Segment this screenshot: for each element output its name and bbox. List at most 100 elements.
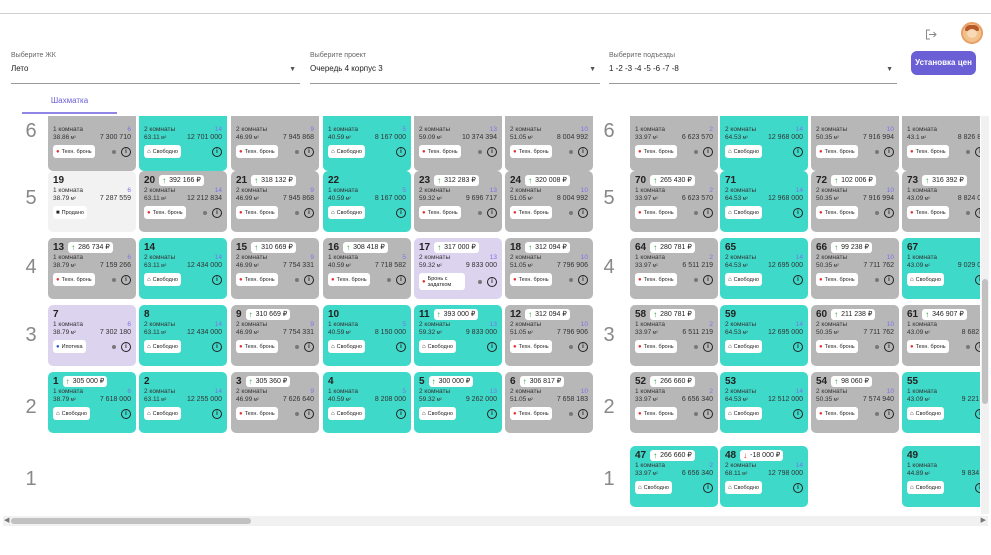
- info-icon[interactable]: i: [793, 341, 803, 352]
- info-icon[interactable]: i: [703, 408, 713, 419]
- info-icon[interactable]: i: [304, 408, 314, 419]
- apartment-card[interactable]: 1 комната143.1 м² 8 826 85 ●Техн. бронь i: [902, 116, 980, 171]
- status-badge[interactable]: ⌂ Свободно: [725, 273, 762, 286]
- info-icon[interactable]: i: [396, 408, 406, 419]
- status-badge[interactable]: ● Техн. бронь: [510, 273, 552, 286]
- apartment-card[interactable]: 2 комнаты 10 50.35 м² 7 916 994 ● Техн. бронь…: [811, 116, 899, 171]
- info-icon[interactable]: i: [487, 341, 497, 352]
- status-badge[interactable]: ⌂ Свободно: [144, 145, 181, 158]
- apartment-card[interactable]: 9 ↑ 310 669 ₽2 комнаты 9 46.99 м² 7 754 331 ● Т…: [231, 305, 319, 366]
- apartment-card[interactable]: 2 комнаты 14 64.53 м² 12 968 000 ⌂ Свободно i: [720, 116, 808, 171]
- status-badge[interactable]: ● Техн. бронь: [236, 407, 278, 420]
- tab-chess[interactable]: Шахматка: [22, 96, 117, 114]
- info-icon[interactable]: i: [884, 341, 894, 352]
- info-icon[interactable]: i: [975, 341, 980, 352]
- info-icon[interactable]: i: [396, 341, 406, 352]
- status-badge[interactable]: ⌂ Свободно: [725, 340, 762, 353]
- apartment-card[interactable]: 66 ↑ 99 238 ₽2 комнаты 10 50.35 м² 7 711 762 ●…: [811, 238, 899, 299]
- status-badge[interactable]: ⌂ Свободно: [419, 407, 456, 420]
- apartment-card[interactable]: 59 2 комнаты 14 64.53 м² 12 695 000 ⌂ Свободно…: [720, 305, 808, 366]
- scroll-right-icon[interactable]: ▶: [980, 517, 986, 524]
- status-badge[interactable]: ● Техн. бронь: [510, 206, 552, 219]
- apartment-card[interactable]: 671 комната143.09 м² 9 029 00 ⌂Свободно i: [902, 238, 980, 299]
- apartment-card[interactable]: 2 комнаты 14 63.11 м² 12 701 000 ⌂ Свободно i: [139, 116, 227, 171]
- status-badge[interactable]: ● Техн. бронь: [419, 145, 461, 158]
- status-badge[interactable]: ● Техн. бронь: [635, 206, 677, 219]
- info-icon[interactable]: i: [703, 146, 713, 157]
- info-icon[interactable]: i: [396, 207, 406, 218]
- apartment-card[interactable]: 72 ↑ 102 006 ₽2 комнаты 10 50.35 м² 7 916 994…: [811, 171, 899, 232]
- info-icon[interactable]: i: [396, 146, 406, 157]
- info-icon[interactable]: i: [578, 274, 588, 285]
- info-icon[interactable]: i: [975, 207, 980, 218]
- info-icon[interactable]: i: [703, 482, 713, 493]
- info-icon[interactable]: i: [121, 146, 131, 157]
- apartment-card[interactable]: 24 ↑ 320 008 ₽2 комнаты 10 51.05 м² 8 004 992…: [505, 171, 593, 232]
- status-badge[interactable]: ● Техн. бронь: [53, 145, 95, 158]
- status-badge[interactable]: ● Техн. бронь: [635, 407, 677, 420]
- status-badge[interactable]: ⌂ Свободно: [725, 407, 762, 420]
- apartment-card[interactable]: 21 ↑ 318 132 ₽2 комнаты 9 46.99 м² 7 945 868 ●…: [231, 171, 319, 232]
- info-icon[interactable]: i: [793, 146, 803, 157]
- info-icon[interactable]: i: [793, 482, 803, 493]
- apartment-card[interactable]: 73↑316 392 ₽1 комната143.09 м²8 824 00●Т…: [902, 171, 980, 232]
- info-icon[interactable]: i: [121, 274, 131, 285]
- apartment-card[interactable]: 10 1 комната 5 40.59 м² 8 150 000 ⌂ Свободно i: [323, 305, 411, 366]
- status-badge[interactable]: ● Техн. бронь: [816, 145, 858, 158]
- status-badge[interactable]: ⌂ Свободно: [907, 407, 944, 420]
- info-icon[interactable]: i: [975, 482, 980, 493]
- status-badge[interactable]: ● Техн. бронь: [907, 145, 949, 158]
- status-badge[interactable]: ● Техн. бронь: [635, 340, 677, 353]
- status-badge[interactable]: ⌂ Свободно: [144, 340, 181, 353]
- status-badge[interactable]: ⌂ Свободно: [907, 273, 944, 286]
- project-select[interactable]: Выберите проект Очередь 4 корпус 3 ▼: [310, 52, 600, 84]
- apartment-card[interactable]: 2 комнаты 9 46.99 м² 7 945 868 ● Техн. бронь i: [231, 116, 319, 171]
- apartment-card[interactable]: 58 ↑ 280 781 ₽1 комната 2 33.97 м² 6 511 219 ●…: [630, 305, 718, 366]
- status-badge[interactable]: ● Техн. бронь: [53, 273, 95, 286]
- status-badge[interactable]: ■ Продано: [53, 206, 87, 219]
- apartment-card[interactable]: 47 ↑ 266 660 ₽1 комната 2 33.97 м² 6 656 340 ⌂…: [630, 446, 718, 507]
- status-badge[interactable]: ● Техн. бронь: [635, 273, 677, 286]
- status-badge[interactable]: ● Техн. бронь: [510, 145, 552, 158]
- entrance-select[interactable]: Выберите подъезды 1 -2 -3 -4 -5 -6 -7 -8…: [609, 52, 897, 84]
- status-badge[interactable]: ● Техн. бронь: [236, 273, 278, 286]
- apartment-card[interactable]: 551 комната143.09 м² 9 221 0 ⌂Свободно i: [902, 372, 980, 433]
- status-badge[interactable]: ● Техн. бронь: [816, 273, 858, 286]
- info-icon[interactable]: i: [212, 207, 222, 218]
- apartment-card[interactable]: 71 2 комнаты 14 64.53 м² 12 968 000 ⌂ Свободно…: [720, 171, 808, 232]
- info-icon[interactable]: i: [212, 408, 222, 419]
- status-badge[interactable]: ⌂ Свободно: [419, 340, 456, 353]
- status-badge[interactable]: ⌂ Свободно: [328, 407, 365, 420]
- status-badge[interactable]: ⌂ Свободно: [328, 145, 365, 158]
- set-prices-button[interactable]: Установка цен: [911, 51, 976, 75]
- apartment-card[interactable]: 5 ↑ 300 000 ₽2 комнаты 13 59.32 м² 9 262 000 ⌂…: [414, 372, 502, 433]
- status-badge[interactable]: ● Техн. бронь: [236, 206, 278, 219]
- apartment-card[interactable]: 1 комната 5 40.59 м² 8 167 000 ⌂ Свободно i: [323, 116, 411, 171]
- status-badge[interactable]: ● Техн. бронь: [907, 206, 949, 219]
- status-badge[interactable]: ● Техн. бронь: [816, 206, 858, 219]
- status-badge[interactable]: ● Техн. бронь: [144, 206, 186, 219]
- info-icon[interactable]: i: [975, 408, 980, 419]
- info-icon[interactable]: i: [975, 146, 980, 157]
- info-icon[interactable]: i: [578, 408, 588, 419]
- status-badge[interactable]: ⌂ Свободно: [328, 340, 365, 353]
- info-icon[interactable]: i: [793, 207, 803, 218]
- status-badge[interactable]: ● Техн. бронь: [419, 206, 461, 219]
- info-icon[interactable]: i: [975, 274, 980, 285]
- status-badge[interactable]: ⌂ Свободно: [725, 206, 762, 219]
- apartment-card[interactable]: 64 ↑ 280 781 ₽1 комната 2 33.97 м² 6 511 219 ●…: [630, 238, 718, 299]
- vertical-scrollbar[interactable]: [981, 116, 989, 514]
- apartment-card[interactable]: 61↑346 907 ₽1 комната143.09 м²8 682 0●Те…: [902, 305, 980, 366]
- info-icon[interactable]: i: [578, 207, 588, 218]
- apartment-card[interactable]: 1 ↑ 305 000 ₽1 комната 6 38.79 м² 7 618 000 ⌂ С…: [48, 372, 136, 433]
- info-icon[interactable]: i: [487, 207, 497, 218]
- apartment-card[interactable]: 19 1 комната 6 38.79 м² 7 287 559 ■ Продано: [48, 171, 136, 232]
- info-icon[interactable]: i: [578, 341, 588, 352]
- apartment-card[interactable]: 60 ↑ 211 238 ₽2 комнаты 10 50.35 м² 7 711 762…: [811, 305, 899, 366]
- info-icon[interactable]: i: [884, 408, 894, 419]
- status-badge[interactable]: ⌂ Свободно: [907, 481, 944, 494]
- apartment-card[interactable]: 12 ↑ 312 094 ₽2 комнаты 10 51.05 м² 7 796 906…: [505, 305, 593, 366]
